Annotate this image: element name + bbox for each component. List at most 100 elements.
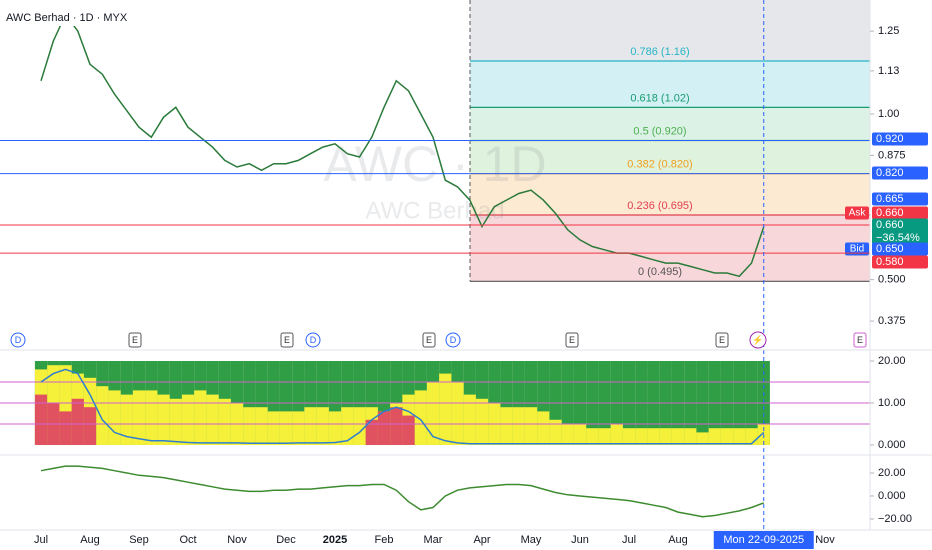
fib-label: 0 (0.495): [638, 266, 682, 278]
price-tag-label: 0.660: [876, 219, 904, 231]
bar: [610, 423, 623, 445]
y-tick-label: 0.000: [878, 439, 906, 451]
event-marker: [715, 332, 729, 348]
bar: [720, 428, 734, 445]
x-tick-label: Jul: [34, 534, 48, 546]
event-label: E: [426, 335, 432, 345]
x-tick-label: Jun: [571, 534, 589, 546]
bar: [169, 398, 182, 445]
bar: [218, 398, 231, 445]
price-tag-label: 0.650: [876, 243, 904, 255]
fib-label: 0.236 (0.695): [627, 200, 692, 212]
x-tick-label: Sep: [129, 534, 149, 546]
event-marker: [280, 332, 294, 348]
y-tick-label: 20.00: [878, 467, 906, 479]
x-tick-label: Feb: [375, 534, 394, 546]
bar: [390, 407, 403, 445]
bar: [586, 428, 599, 445]
event-marker: [305, 332, 321, 348]
bar: [377, 411, 391, 445]
y-tick-label: 1.13: [878, 65, 899, 77]
bar: [304, 407, 317, 445]
tag-name-bg: [845, 206, 869, 220]
bar: [96, 386, 109, 445]
fib-zone: [470, 60, 870, 108]
price-tag: [872, 192, 928, 206]
price-tag: [872, 166, 928, 180]
tag-name: Bid: [850, 244, 864, 255]
price-tag-label: 0.665: [876, 193, 904, 205]
x-tick-label: Nov: [815, 534, 835, 546]
x-tick-label: Aug: [80, 534, 100, 546]
bar: [34, 394, 48, 445]
fib-zone: [470, 215, 870, 282]
chart-title: AWC Berhad · 1D · MYX: [6, 12, 128, 24]
event-marker: [749, 331, 767, 349]
event-marker: [565, 332, 579, 348]
bar: [108, 390, 121, 445]
bar: [647, 428, 660, 445]
x-tick-label: Aug: [668, 534, 688, 546]
x-tick-label: Dec: [276, 534, 296, 546]
fib-label: 0.382 (0.820): [627, 159, 692, 171]
bar: [341, 407, 354, 445]
bar: [206, 394, 219, 445]
bar: [561, 423, 574, 445]
x-tick-label: Mar: [424, 534, 443, 546]
bar: [267, 411, 280, 445]
plot-layer: 0.786 (1.16) 0.618 (1.02) 0.5 (0.920) 0.382…: [0, 0, 870, 530]
bar: [451, 382, 464, 445]
bar: [157, 394, 170, 445]
event-marker: [445, 332, 461, 348]
bar: [622, 428, 636, 445]
fib-zone: [470, 140, 870, 174]
bar: [512, 407, 525, 445]
bar: [733, 428, 746, 445]
y-tick-label: 1.00: [878, 108, 899, 120]
bar: [132, 390, 146, 445]
bar: [708, 428, 721, 445]
fib-zone: [470, 0, 870, 61]
price-tag-label: 0.920: [876, 133, 904, 145]
series-line: [40, 13, 765, 278]
fib-label: 0.618 (1.02): [630, 92, 689, 104]
y-tick-label: 0.000: [878, 490, 906, 502]
title-bg: [2, 10, 120, 26]
bar: [353, 407, 366, 445]
event-marker: [128, 332, 142, 348]
event-label: E: [719, 335, 725, 345]
bar: [475, 398, 489, 445]
bar: [671, 428, 685, 445]
bar: [402, 415, 415, 445]
bar: [414, 390, 427, 445]
x-cursor-label-bg: [713, 531, 814, 549]
event-label: D: [450, 335, 457, 345]
event-label: E: [284, 335, 290, 345]
y-tick-label: 0.375: [878, 315, 906, 327]
bar: [181, 394, 195, 445]
bar: [145, 390, 158, 445]
y-tick-label: −20.00: [878, 513, 912, 525]
price-tag: [872, 132, 928, 146]
bar: [59, 411, 72, 445]
x-tick-label: Apr: [473, 534, 490, 546]
x-tick-label: Oct: [179, 534, 196, 546]
bar: [524, 407, 538, 445]
event-label: E: [857, 335, 863, 345]
bar: [292, 411, 305, 445]
y-tick-label: 0.875: [878, 149, 906, 161]
event-label: E: [569, 335, 575, 345]
bar: [463, 394, 476, 445]
bar: [500, 407, 513, 445]
event-label: D: [15, 335, 22, 345]
bar: [426, 382, 440, 445]
bar: [635, 428, 648, 445]
price-tag-label: 0.660: [876, 207, 904, 219]
bar: [659, 428, 672, 445]
event-marker: [422, 332, 436, 348]
bar: [598, 428, 611, 445]
event-marker: [853, 332, 867, 348]
y-tick-label: 1.25: [878, 25, 899, 37]
bar: [745, 428, 758, 445]
